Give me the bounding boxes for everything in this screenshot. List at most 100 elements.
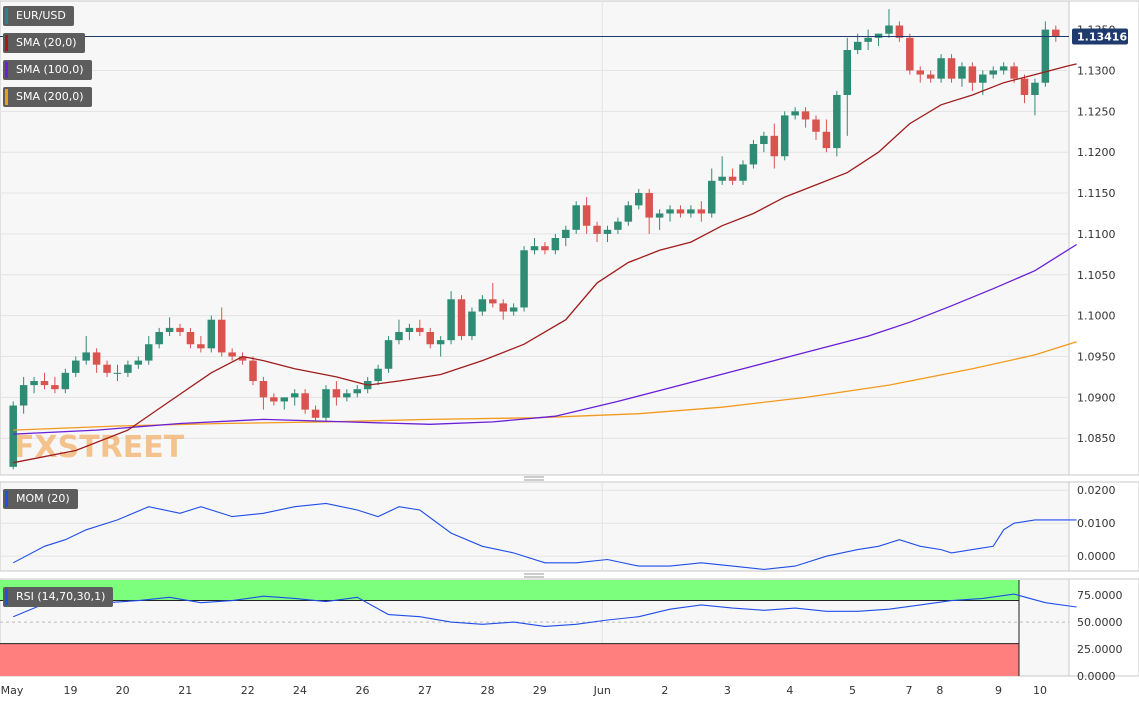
x-tick-label: 5 bbox=[849, 684, 856, 697]
candle-body bbox=[718, 176, 726, 181]
candle-body bbox=[843, 50, 852, 95]
candle-body bbox=[176, 327, 184, 332]
price-tick-label: 1.0850 bbox=[1077, 432, 1116, 445]
axis-background-0 bbox=[1068, 0, 1139, 476]
candle-body bbox=[332, 389, 341, 398]
candle-body bbox=[124, 364, 132, 373]
x-tick-label: 29 bbox=[533, 684, 547, 697]
x-tick-label: 27 bbox=[418, 684, 432, 697]
sma20-label[interactable]: SMA (20,0) bbox=[3, 33, 85, 53]
candle-body bbox=[676, 209, 685, 214]
candle-body bbox=[103, 364, 111, 373]
candle-body bbox=[791, 111, 799, 116]
candle-body bbox=[562, 229, 570, 238]
candle-body bbox=[1041, 29, 1050, 83]
candle-body bbox=[249, 360, 257, 382]
rsi-label[interactable]: RSI (14,70,30,1) bbox=[3, 587, 114, 607]
candle-body bbox=[770, 135, 779, 157]
x-tick-label: 3 bbox=[724, 684, 731, 697]
x-tick-label: 21 bbox=[178, 684, 192, 697]
axis-background-2 bbox=[1068, 578, 1139, 677]
price-tick-label: 1.1100 bbox=[1077, 228, 1116, 241]
candle-body bbox=[82, 352, 90, 361]
candle-body bbox=[906, 37, 914, 71]
candle-body bbox=[833, 94, 841, 149]
price-tick-label: 1.1000 bbox=[1077, 310, 1116, 323]
candle-body bbox=[301, 393, 309, 410]
sma200-swatch bbox=[5, 89, 8, 105]
price-tick-label: 1.1150 bbox=[1077, 187, 1116, 200]
candle-body bbox=[1031, 82, 1039, 95]
x-tick-label: 2 bbox=[661, 684, 668, 697]
sma100-label[interactable]: SMA (100,0) bbox=[3, 60, 92, 80]
candle-body bbox=[655, 213, 664, 218]
candle-body bbox=[165, 327, 174, 332]
rsi-swatch bbox=[5, 589, 8, 605]
symbol-swatch bbox=[5, 8, 8, 24]
current-price-tag bbox=[1072, 28, 1128, 45]
x-tick-label: 10 bbox=[1033, 684, 1047, 697]
x-tick-label: 26 bbox=[355, 684, 369, 697]
candle-body bbox=[416, 327, 424, 332]
candle-body bbox=[186, 331, 195, 345]
candle-body bbox=[926, 74, 935, 79]
candle-body bbox=[509, 307, 518, 312]
candle-body bbox=[812, 119, 820, 132]
price-tick-label: 1.1200 bbox=[1077, 146, 1116, 159]
price-tick-label: 1.1250 bbox=[1077, 105, 1116, 118]
candle-body bbox=[582, 205, 591, 226]
x-tick-label: 7 bbox=[906, 684, 913, 697]
sma20-line bbox=[13, 63, 1077, 464]
candle-body bbox=[311, 409, 320, 418]
candle-body bbox=[207, 319, 216, 349]
candle-body bbox=[134, 360, 143, 365]
x-tick-label: Jun bbox=[593, 684, 611, 697]
candle-body bbox=[979, 74, 987, 83]
candle-body bbox=[707, 180, 716, 214]
candle-body bbox=[92, 352, 101, 365]
candle-body bbox=[968, 66, 977, 83]
sma20-swatch bbox=[5, 35, 8, 51]
candle-body bbox=[760, 135, 768, 145]
rsi-line bbox=[12, 593, 1077, 627]
candle-body bbox=[478, 299, 487, 312]
candle-body bbox=[853, 41, 862, 51]
candle-body bbox=[645, 193, 653, 218]
rsi-tick-label: 25.0000 bbox=[1077, 643, 1123, 656]
candle-body bbox=[603, 229, 612, 234]
candle-body bbox=[353, 389, 362, 394]
candle-body bbox=[374, 368, 382, 382]
candle-body bbox=[51, 385, 59, 390]
candle-body bbox=[9, 405, 17, 467]
symbol-label[interactable]: EUR/USD bbox=[3, 6, 74, 26]
price-tick-label: 1.0950 bbox=[1077, 351, 1116, 364]
candle-body bbox=[864, 37, 872, 42]
watermark-fxstreet: FXSTREET bbox=[14, 430, 185, 465]
panel-background-1 bbox=[0, 481, 1070, 572]
x-tick-label: 22 bbox=[241, 684, 255, 697]
candle-body bbox=[614, 221, 622, 230]
candle-body bbox=[551, 238, 560, 251]
x-tick-label: 28 bbox=[481, 684, 495, 697]
mom-label[interactable]: MOM (20) bbox=[3, 489, 78, 509]
candle-body bbox=[426, 331, 434, 345]
candle-body bbox=[958, 66, 966, 79]
candle-body bbox=[343, 393, 351, 398]
candle-body bbox=[217, 319, 226, 353]
candle-body bbox=[635, 193, 643, 206]
price-tick-label: 1.1050 bbox=[1077, 269, 1116, 282]
candle-body bbox=[572, 205, 580, 230]
price-tick-label: 1.1300 bbox=[1077, 64, 1116, 77]
candle-body bbox=[697, 209, 706, 214]
mom-tick-label: 0.0100 bbox=[1077, 517, 1116, 530]
candle-body bbox=[801, 111, 810, 120]
candle-body bbox=[228, 352, 236, 357]
candle-body bbox=[780, 115, 789, 157]
candle-body bbox=[624, 205, 633, 222]
candle-body bbox=[937, 58, 945, 79]
sma200-label[interactable]: SMA (200,0) bbox=[3, 87, 92, 107]
candle-body bbox=[155, 331, 163, 345]
candle-body bbox=[1010, 66, 1018, 79]
candle-body bbox=[874, 33, 883, 38]
